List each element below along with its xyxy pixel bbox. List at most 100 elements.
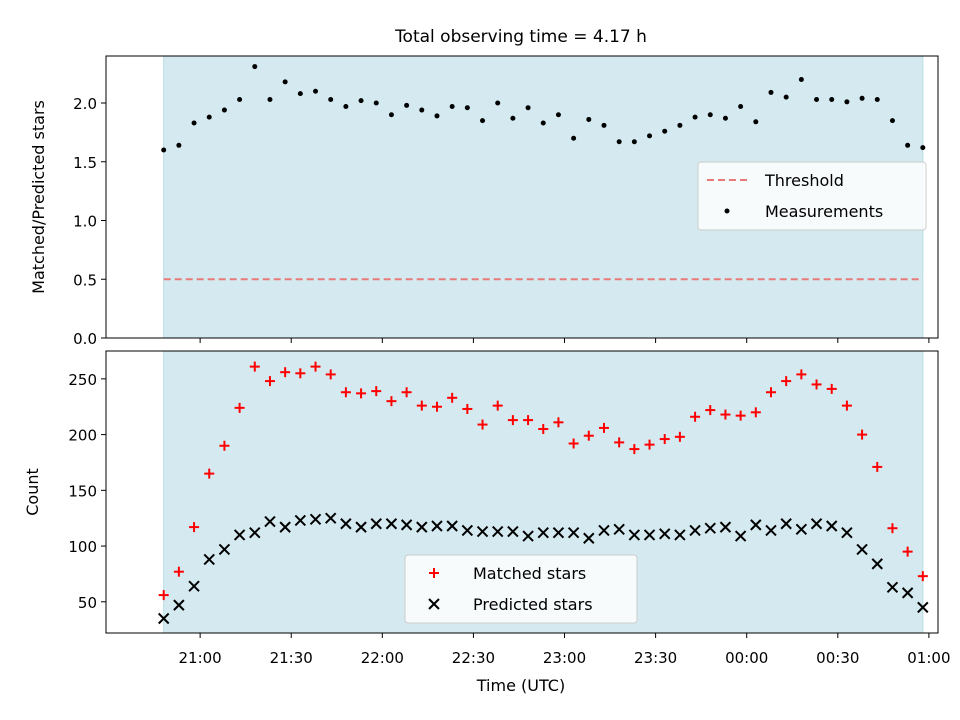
cross-b	[552, 526, 565, 539]
matched-point	[462, 403, 473, 414]
matched-points	[158, 361, 928, 601]
predicted-point	[492, 525, 504, 538]
measurement-point	[905, 142, 911, 148]
matched-point	[887, 523, 898, 534]
cross-b	[370, 518, 382, 530]
cross-b	[461, 524, 474, 537]
cross-b	[522, 530, 534, 542]
predicted-point	[765, 524, 777, 537]
predicted-point	[324, 512, 337, 524]
measurement-point	[525, 105, 531, 111]
predicted-point	[598, 524, 610, 537]
matched-point	[902, 546, 913, 557]
cross-b	[446, 520, 458, 532]
cross-b	[537, 526, 549, 539]
measurement-point	[297, 91, 303, 97]
predicted-point	[355, 521, 367, 533]
cross-b	[750, 519, 762, 531]
cross-b	[628, 529, 641, 541]
cross-b	[203, 553, 215, 566]
matched-point	[705, 405, 716, 416]
cross-b	[355, 521, 367, 533]
matched-point	[568, 438, 579, 449]
cross-b	[400, 519, 413, 531]
matched-point	[356, 388, 367, 399]
cross-b	[810, 518, 823, 530]
predicted-point	[674, 529, 686, 541]
predicted-point	[871, 558, 883, 570]
predicted-point	[628, 529, 641, 541]
predicted-point	[264, 515, 276, 528]
measurement-point	[206, 114, 212, 120]
measurement-points	[161, 64, 926, 153]
matched-point	[431, 401, 442, 412]
cross-b	[431, 520, 443, 532]
top-x-ticks	[199, 338, 930, 343]
matched-point	[204, 468, 215, 479]
bottom-legend-box	[404, 554, 638, 624]
predicted-point	[340, 518, 352, 530]
bottom-x-ticks: 21:00 21:30 22:00 22:30 23:00 23:30 00:00 00:30…	[179, 633, 951, 667]
x-tick-label: 22:00	[361, 649, 404, 667]
cross-b	[476, 525, 489, 538]
predicted-point	[901, 587, 914, 599]
predicted-point	[826, 520, 838, 532]
predicted-point	[507, 525, 519, 538]
cross-b	[249, 526, 261, 539]
measurement-point	[783, 94, 789, 100]
matched-point	[325, 369, 336, 380]
measurement-point	[373, 100, 379, 106]
bottom-axes-frame	[105, 350, 939, 634]
measurement-point	[343, 104, 349, 110]
cross-b	[719, 521, 732, 533]
measurement-point	[161, 147, 167, 153]
measurement-point	[282, 79, 288, 85]
legend-matched-label: Matched stars	[473, 564, 586, 583]
measurement-point	[176, 142, 182, 148]
measurement-point	[388, 112, 394, 118]
predicted-point	[886, 581, 899, 594]
matched-point	[280, 367, 291, 378]
legend-measurement-swatch	[724, 208, 730, 214]
predicted-point	[719, 521, 732, 533]
cross-b	[871, 558, 883, 570]
cross-b	[264, 515, 276, 528]
cross-b	[385, 518, 398, 530]
cross-b	[674, 529, 686, 541]
matched-point	[310, 361, 321, 372]
cross-b	[157, 612, 170, 625]
predicted-point	[218, 543, 231, 556]
cross-b	[188, 580, 200, 592]
cross-b	[492, 525, 504, 538]
legend-threshold-label: Threshold	[764, 171, 844, 190]
measurement-point	[798, 77, 804, 82]
cross-b	[428, 598, 440, 610]
predicted-point	[704, 522, 716, 534]
measurement-point	[586, 116, 592, 122]
top-y-tick-label: 0.0	[73, 330, 97, 348]
measurement-point	[419, 107, 425, 113]
measurement-point	[889, 118, 895, 124]
legend-x-marker	[428, 598, 440, 610]
predicted-point	[643, 529, 656, 541]
measurement-point	[267, 96, 273, 102]
cross-b	[507, 525, 519, 538]
measurement-point	[495, 100, 501, 106]
measurement-point	[844, 99, 850, 105]
matched-point	[781, 376, 792, 387]
x-tick-label: 01:00	[907, 649, 950, 667]
predicted-point	[157, 612, 170, 625]
matched-point	[401, 387, 412, 398]
cross-b	[826, 520, 838, 532]
predicted-point	[294, 514, 307, 527]
predicted-point	[233, 529, 246, 541]
measurement-point	[555, 112, 561, 118]
cross-b	[841, 526, 853, 539]
measurement-point	[328, 96, 334, 102]
matched-point	[264, 376, 275, 387]
bottom-y-tick-label: 100	[68, 538, 97, 556]
matched-point	[189, 522, 200, 533]
matched-point	[416, 400, 427, 411]
predicted-point	[188, 580, 200, 592]
predicted-point	[385, 518, 398, 530]
